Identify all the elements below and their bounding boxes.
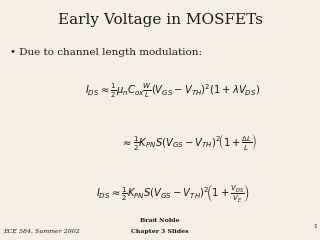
Text: Chapter 3 Slides: Chapter 3 Slides: [131, 229, 189, 234]
Text: $I_{DS} \approx \frac{1}{2} \mu_n C_{ox} \frac{W}{L} \left(V_{GS} - V_{TH}\right: $I_{DS} \approx \frac{1}{2} \mu_n C_{ox}…: [85, 82, 260, 100]
Text: Brad Noble: Brad Noble: [140, 218, 180, 223]
Text: $\approx \frac{1}{2} K_{PN} S\left(V_{GS} - V_{TH}\right)^2 \!\left(1 + \frac{\D: $\approx \frac{1}{2} K_{PN} S\left(V_{GS…: [121, 132, 257, 152]
Text: • Due to channel length modulation:: • Due to channel length modulation:: [10, 48, 202, 57]
Text: $I_{DS} \approx \frac{1}{2} K_{PN} S\left(V_{GS} - V_{TH}\right)^2 \!\left(1 + \: $I_{DS} \approx \frac{1}{2} K_{PN} S\lef…: [96, 182, 250, 204]
Text: Early Voltage in MOSFETs: Early Voltage in MOSFETs: [58, 13, 262, 27]
Text: 1: 1: [313, 224, 317, 229]
Text: ECE 584, Summer 2002: ECE 584, Summer 2002: [3, 229, 80, 234]
